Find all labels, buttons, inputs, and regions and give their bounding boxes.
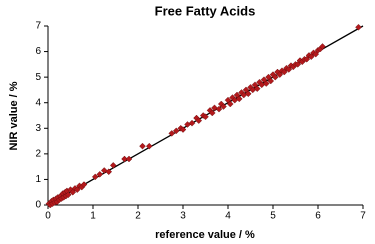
- x-tick-label: 3: [180, 211, 186, 222]
- x-tick-label: 7: [360, 211, 366, 222]
- data-point: [172, 127, 180, 135]
- data-point: [267, 77, 275, 85]
- data-point: [125, 155, 133, 163]
- data-point: [226, 100, 234, 108]
- data-point: [105, 168, 113, 176]
- y-tick-label: 0: [35, 200, 41, 211]
- x-tick-label: 6: [315, 211, 321, 222]
- data-point: [208, 109, 216, 117]
- data-point: [64, 191, 72, 199]
- y-axis-label: NIR value / %: [8, 81, 20, 150]
- data-point: [139, 142, 146, 150]
- data-point: [271, 73, 279, 81]
- y-tick-label: 6: [35, 46, 41, 57]
- data-point: [215, 105, 223, 113]
- data-point: [202, 113, 209, 121]
- x-tick-label: 1: [90, 211, 96, 222]
- x-tick-label: 5: [270, 211, 276, 222]
- x-axis-label: reference value / %: [155, 229, 255, 241]
- y-tick-label: 1: [35, 174, 41, 185]
- data-point: [188, 119, 196, 127]
- data-point: [262, 80, 270, 87]
- data-point: [235, 95, 243, 103]
- chart-title: Free Fatty Acids: [155, 3, 256, 18]
- x-tick-label: 4: [225, 211, 231, 222]
- data-point: [121, 155, 128, 163]
- x-tick-label: 2: [135, 211, 141, 222]
- data-point: [109, 162, 117, 169]
- y-tick-label: 7: [35, 21, 41, 32]
- data-point: [220, 103, 227, 110]
- y-tick-label: 5: [35, 72, 41, 83]
- data-point: [319, 43, 326, 50]
- data-point: [145, 142, 153, 150]
- data-point: [91, 173, 99, 181]
- data-point: [355, 23, 362, 31]
- data-point: [244, 90, 252, 98]
- data-point: [168, 130, 176, 137]
- data-point: [80, 181, 88, 188]
- data-point: [195, 117, 203, 124]
- y-tick-label: 2: [35, 148, 41, 159]
- data-point: [96, 171, 104, 178]
- y-tick-label: 4: [35, 97, 41, 108]
- y-tick-label: 3: [35, 123, 41, 134]
- data-point: [179, 126, 187, 133]
- x-tick-label: 0: [45, 211, 51, 222]
- data-point: [253, 85, 261, 92]
